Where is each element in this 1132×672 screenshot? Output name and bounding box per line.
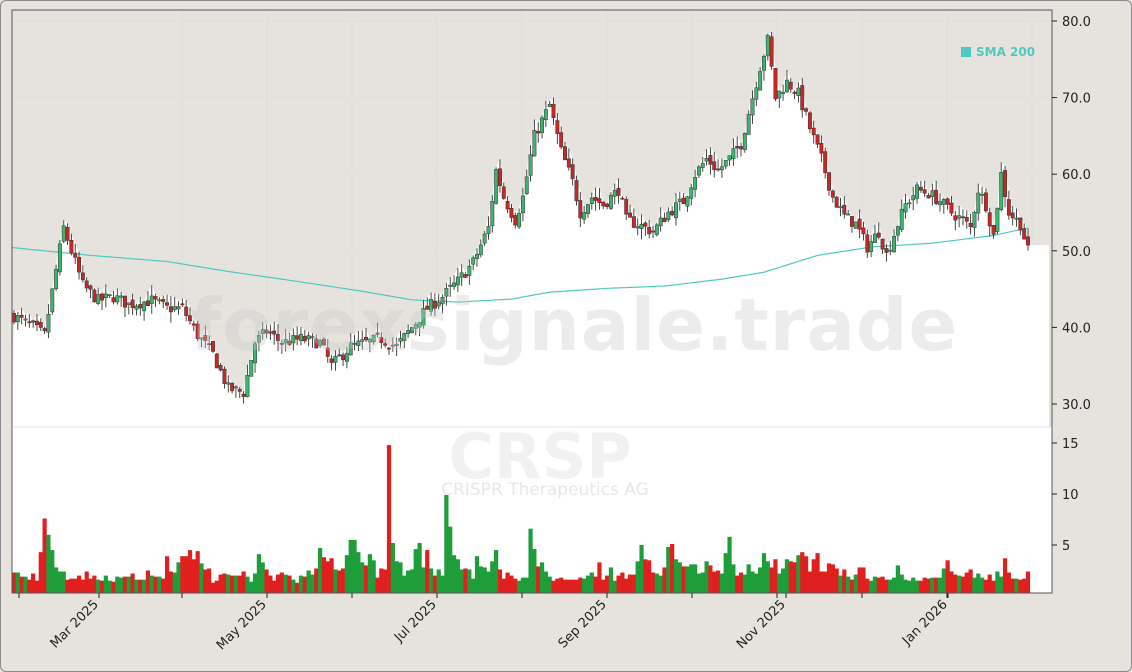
- price-tick-label: 80.0: [1062, 15, 1091, 30]
- price-tick-label: 30.0: [1062, 398, 1091, 413]
- date-tick-label: May 2025: [214, 597, 270, 653]
- volume-tick-label: 15: [1062, 437, 1079, 452]
- watermark-site: forexsignale.trade: [190, 283, 959, 367]
- date-tick-label: Mar 2025: [48, 597, 102, 651]
- price-tick-label: 40.0: [1062, 321, 1091, 336]
- sma-200-line: [11, 227, 1029, 303]
- price-tick-label: 50.0: [1062, 245, 1091, 260]
- legend: SMA 200: [961, 45, 1035, 59]
- price-tick-label: 60.0: [1062, 168, 1091, 183]
- watermark-ticker: CRSP: [448, 420, 632, 493]
- price-tick-label: 70.0: [1062, 92, 1091, 107]
- watermark-company: CRISPR Therapeutics AG: [441, 480, 649, 500]
- volume-bars: [11, 445, 1031, 593]
- volume-tick-label: 10: [1062, 488, 1079, 503]
- date-tick-label: Nov 2025: [734, 597, 789, 652]
- volume-tick-label: 5: [1062, 539, 1070, 554]
- date-tick-label: Jan 2026: [899, 597, 951, 649]
- legend-label-sma200: SMA 200: [976, 45, 1036, 59]
- date-tick-label: Jul 2025: [391, 597, 440, 646]
- date-tick-label: Sep 2025: [556, 597, 610, 651]
- price-candles: [12, 32, 1030, 404]
- legend-swatch-icon: [961, 47, 971, 57]
